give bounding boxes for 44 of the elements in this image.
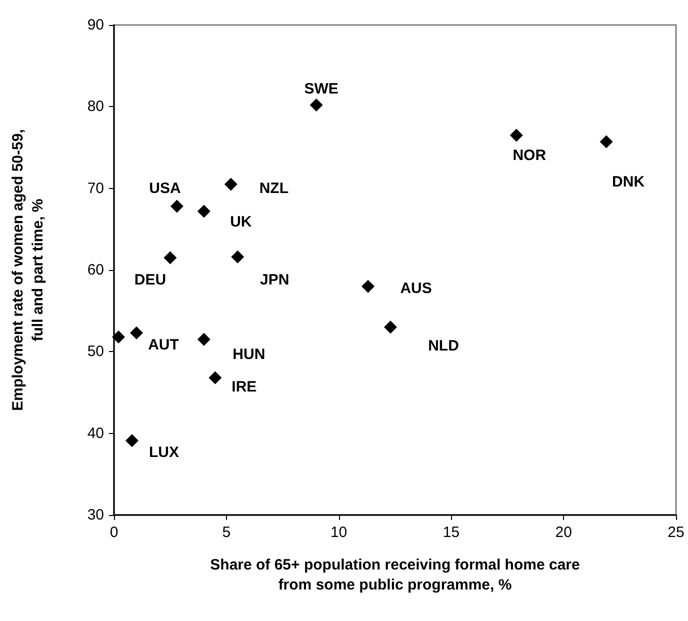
y-tick-label: 30 bbox=[87, 506, 104, 524]
annotation: UK bbox=[230, 214, 252, 231]
annotation: NZL bbox=[259, 180, 288, 197]
point bbox=[112, 330, 125, 344]
annotation: AUT bbox=[148, 336, 179, 354]
y-tick-label: 70 bbox=[87, 180, 104, 197]
point bbox=[197, 332, 210, 346]
y-tick-label: 60 bbox=[87, 262, 104, 278]
x-tick-label: 10 bbox=[330, 524, 348, 541]
x-tick-label: 20 bbox=[555, 524, 572, 541]
point bbox=[384, 320, 398, 334]
annotation: SWE bbox=[304, 80, 338, 98]
point bbox=[310, 98, 323, 112]
point bbox=[197, 204, 210, 218]
y-tick-label: 80 bbox=[87, 98, 104, 116]
point bbox=[600, 135, 613, 148]
x-tick-label: 25 bbox=[668, 524, 684, 541]
point bbox=[130, 326, 143, 340]
y-axis-title: Employment rate of women aged 50-59, full and part time, % bbox=[10, 129, 46, 411]
point bbox=[224, 178, 238, 191]
annotation: NOR bbox=[512, 146, 546, 164]
annotation: DNK bbox=[612, 173, 645, 190]
annotation: AUS bbox=[400, 280, 432, 297]
point bbox=[125, 434, 138, 448]
point bbox=[170, 200, 184, 213]
annotation: USA bbox=[149, 180, 181, 197]
annotation: NLD bbox=[428, 338, 460, 355]
annotation: DEU bbox=[134, 271, 166, 288]
y-tick-label: 90 bbox=[87, 16, 104, 34]
point bbox=[362, 280, 375, 293]
annotation: IRE bbox=[232, 378, 257, 396]
x-tick-label: 5 bbox=[222, 524, 231, 541]
x-tick-label: 0 bbox=[110, 524, 118, 541]
annotation: LUX bbox=[148, 444, 179, 462]
point bbox=[510, 128, 523, 142]
y-tick-label: 40 bbox=[87, 424, 104, 442]
point bbox=[231, 250, 244, 264]
x-axis-title: Share of 65+ population receiving formal home care from some public programme, % bbox=[210, 556, 580, 594]
y-tick-label: 50 bbox=[87, 343, 104, 360]
point bbox=[208, 371, 222, 384]
point bbox=[164, 251, 177, 264]
annotation: JPN bbox=[260, 271, 290, 288]
x-tick-label: 15 bbox=[442, 524, 460, 541]
annotation: HUN bbox=[232, 346, 266, 363]
